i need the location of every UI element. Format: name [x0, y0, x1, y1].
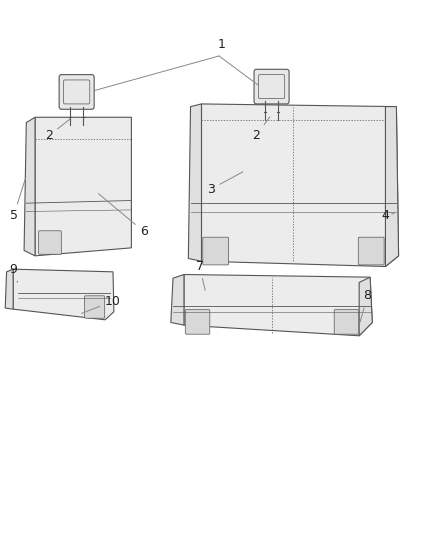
FancyBboxPatch shape: [39, 231, 61, 254]
Text: 2: 2: [252, 117, 270, 142]
Polygon shape: [184, 274, 372, 336]
Text: 7: 7: [196, 260, 205, 290]
Polygon shape: [171, 274, 184, 325]
Polygon shape: [188, 104, 201, 261]
Text: 2: 2: [45, 119, 70, 142]
Text: 10: 10: [81, 295, 121, 313]
FancyBboxPatch shape: [85, 296, 105, 318]
Text: 9: 9: [10, 263, 18, 282]
Polygon shape: [13, 269, 114, 320]
Text: 6: 6: [99, 193, 148, 238]
FancyBboxPatch shape: [334, 310, 359, 334]
Polygon shape: [201, 104, 399, 266]
FancyBboxPatch shape: [185, 310, 210, 334]
FancyBboxPatch shape: [254, 69, 289, 104]
Polygon shape: [35, 117, 131, 256]
Polygon shape: [5, 269, 13, 309]
Polygon shape: [385, 107, 399, 266]
Text: 3: 3: [207, 172, 243, 196]
Text: 1: 1: [217, 38, 225, 51]
Text: 4: 4: [381, 209, 394, 222]
Text: 5: 5: [10, 179, 25, 222]
FancyBboxPatch shape: [358, 237, 384, 265]
Polygon shape: [359, 277, 372, 336]
Text: 8: 8: [360, 289, 371, 322]
FancyBboxPatch shape: [59, 75, 94, 109]
FancyBboxPatch shape: [203, 237, 229, 265]
Polygon shape: [24, 117, 35, 256]
